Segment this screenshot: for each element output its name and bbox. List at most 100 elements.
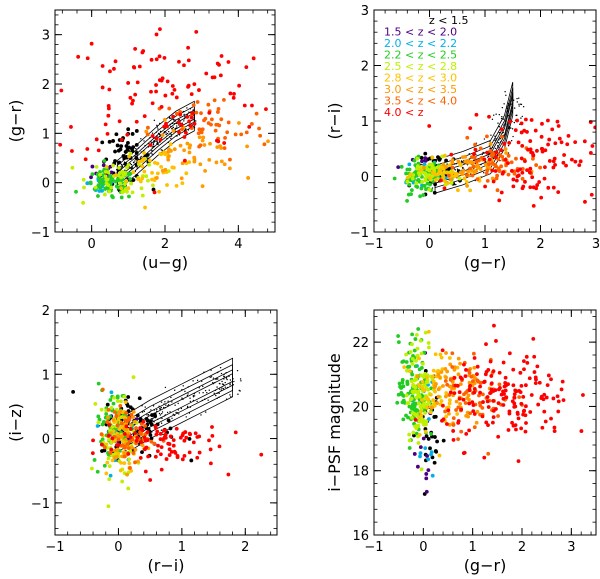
data-point <box>111 418 116 422</box>
plot-area <box>58 27 270 210</box>
data-point <box>450 170 455 175</box>
data-point <box>445 422 449 426</box>
data-point <box>516 459 521 464</box>
data-point <box>417 419 422 424</box>
data-point <box>116 451 121 456</box>
data-point <box>543 419 548 424</box>
locus-point <box>215 378 218 380</box>
locus-point <box>511 110 513 112</box>
data-point <box>187 437 192 441</box>
data-point <box>104 442 109 447</box>
data-point <box>179 123 184 127</box>
data-point <box>183 130 188 135</box>
locus-point <box>151 132 154 134</box>
locus-point <box>130 163 133 166</box>
data-point <box>444 170 449 175</box>
data-point <box>456 356 461 361</box>
data-point <box>471 409 476 414</box>
locus-point <box>204 398 206 400</box>
locus-point <box>161 136 163 139</box>
data-point <box>424 472 429 476</box>
data-point <box>81 200 86 205</box>
data-point <box>239 132 244 137</box>
locus-point <box>178 124 180 126</box>
data-point <box>426 457 431 462</box>
data-point <box>456 437 461 442</box>
data-point <box>59 88 64 93</box>
locus-point <box>431 187 434 189</box>
data-point <box>529 393 534 397</box>
data-point <box>467 397 471 402</box>
locus-point <box>134 160 136 162</box>
data-point <box>544 395 549 400</box>
locus-point <box>513 121 516 124</box>
locus-point <box>216 378 219 380</box>
data-point <box>105 177 110 182</box>
data-point <box>91 438 95 443</box>
data-point <box>456 159 461 164</box>
data-point <box>419 373 424 378</box>
data-point <box>412 348 417 353</box>
data-point <box>140 193 145 198</box>
data-point <box>112 66 116 71</box>
locus-point <box>223 373 225 375</box>
data-point <box>166 149 171 154</box>
data-point <box>489 153 494 158</box>
locus-point <box>168 117 171 119</box>
data-point <box>562 153 567 157</box>
data-point <box>201 135 206 140</box>
locus-point <box>170 137 172 140</box>
locus-point <box>174 404 176 406</box>
data-point <box>507 351 512 356</box>
data-point <box>219 159 224 164</box>
locus-point <box>218 388 221 390</box>
data-point <box>472 390 477 395</box>
data-point <box>441 438 446 443</box>
locus-point <box>176 412 179 414</box>
data-point <box>168 142 173 147</box>
locus-point <box>507 152 510 154</box>
data-point <box>484 342 488 347</box>
locus-point <box>224 386 227 388</box>
data-point <box>539 134 544 139</box>
locus-point <box>164 131 166 133</box>
y-tick-label: 2 <box>361 60 369 75</box>
y-tick-label: −1 <box>350 226 369 241</box>
data-point <box>436 394 441 399</box>
locus-point <box>229 394 231 396</box>
data-point <box>507 140 512 145</box>
y-tick-label: 3 <box>42 29 50 44</box>
data-point <box>405 368 409 373</box>
data-point <box>140 164 145 169</box>
data-point <box>583 199 587 204</box>
data-point <box>405 175 410 180</box>
data-point <box>506 153 511 158</box>
data-point <box>102 192 107 197</box>
locus-point <box>165 133 167 136</box>
x-tick-label: 3 <box>567 540 575 555</box>
data-point <box>105 420 110 424</box>
data-point <box>396 392 401 397</box>
data-point <box>425 181 430 186</box>
data-point <box>167 106 172 111</box>
locus-point <box>220 389 223 391</box>
locus-point <box>187 386 189 388</box>
data-point <box>144 129 149 134</box>
data-point <box>142 169 147 174</box>
data-point <box>415 464 420 469</box>
data-point <box>408 172 413 177</box>
locus-point <box>184 390 186 393</box>
data-point <box>481 400 485 404</box>
x-tick-label: 0 <box>88 237 96 252</box>
data-point <box>426 437 431 441</box>
data-point <box>148 419 153 423</box>
data-point <box>534 377 538 382</box>
data-point <box>131 409 136 414</box>
data-point <box>467 387 472 392</box>
data-point <box>426 468 431 473</box>
data-point <box>137 396 142 401</box>
locus-point <box>152 145 154 148</box>
data-point <box>119 137 124 142</box>
data-point <box>435 439 439 444</box>
data-point <box>90 164 95 169</box>
